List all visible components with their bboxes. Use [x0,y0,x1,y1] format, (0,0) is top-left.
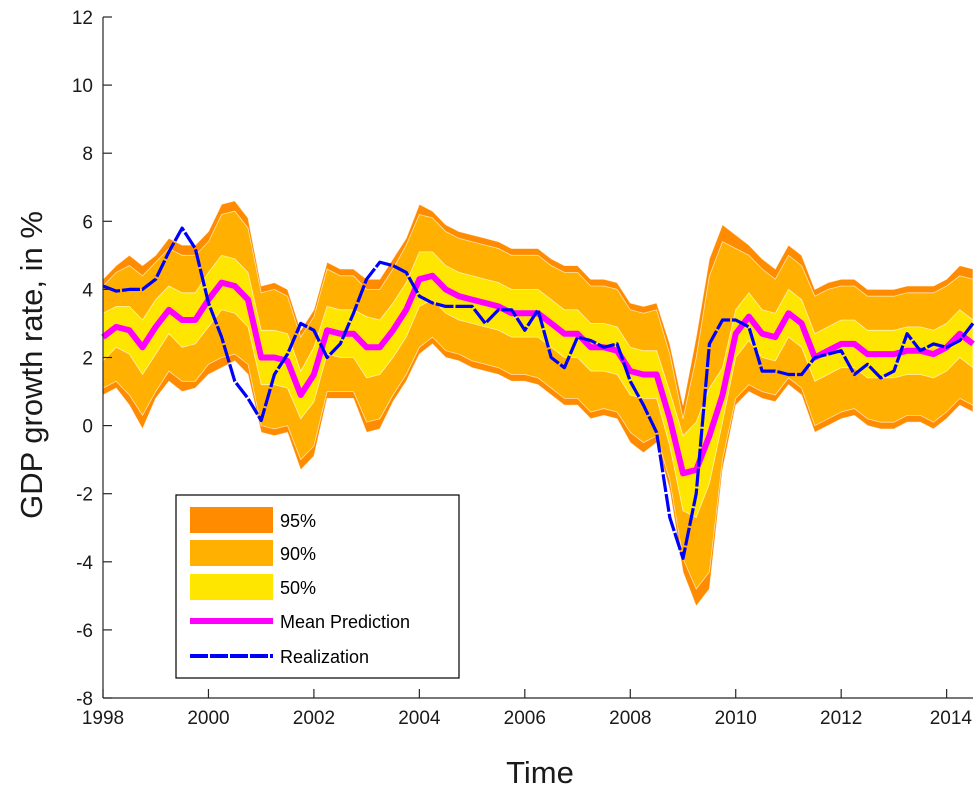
axes-layer: -8 -6 -4 -2 0 2 4 6 8 10 12 1998 2000 2002 2004 2006 200… [72,8,973,729]
lines-layer [101,226,975,560]
x-tick-label: 2012 [820,708,862,729]
y-tick-label: 6 [82,212,93,233]
legend-label: Realization [280,647,369,667]
y-tick-label: -8 [76,689,93,710]
y-tick-label: 12 [72,8,93,29]
y-tick-label: 4 [82,280,93,301]
legend-swatch [190,507,273,533]
y-axis-title: GDP growth rate, in % [14,211,49,519]
x-axis-title: Time [506,755,574,790]
legend-entries: 95% 90% 50% Mean Prediction Realization [190,507,410,667]
x-tick-label: 2006 [504,708,546,729]
y-tick-label: -2 [76,485,93,506]
x-tick-label: 1998 [82,708,124,729]
y-tick-label: 8 [82,144,93,165]
legend-label: Mean Prediction [280,612,410,632]
y-tick-label: 0 [82,417,93,438]
legend-swatch [190,574,273,600]
y-tick-label: 2 [82,349,93,370]
x-tick-label: 2000 [187,708,229,729]
y-tick-label: -6 [76,621,93,642]
x-tick-label: 2008 [609,708,651,729]
legend-label: 95% [280,511,316,531]
x-tick-label: 2010 [715,708,757,729]
y-tick-label: -4 [76,553,93,574]
band-50pct [102,251,974,519]
x-tick-label: 2004 [398,708,441,729]
x-tick-label: 2002 [293,708,335,729]
x-tick-label: 2014 [930,708,973,729]
bands-layer [102,200,974,607]
legend-swatch [190,540,273,566]
legend: 95% 90% 50% Mean Prediction Realization [175,494,460,679]
legend-label: 90% [280,544,316,564]
y-tick-label: 10 [72,76,93,97]
legend-label: 50% [280,578,316,598]
